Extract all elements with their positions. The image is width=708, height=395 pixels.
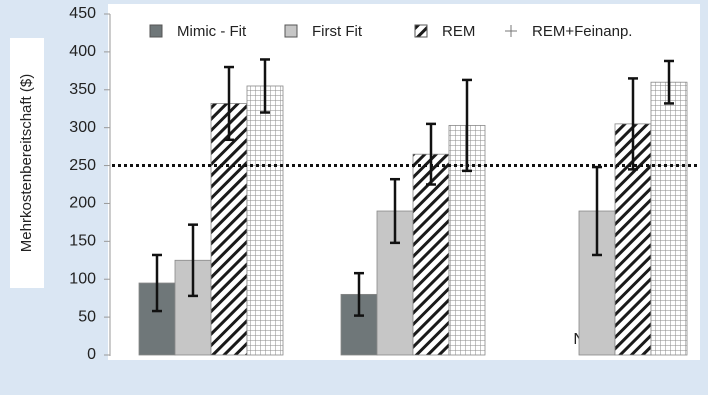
legend-label: Mimic - Fit [177, 23, 247, 40]
bar [412, 153, 450, 356]
legend-swatch-cross [505, 25, 517, 37]
y-tick-label: 100 [69, 270, 96, 287]
legend-label: REM [442, 23, 475, 40]
y-tick-label: 200 [69, 195, 96, 212]
y-tick-label: 0 [87, 346, 96, 363]
legend-swatch [284, 24, 298, 38]
bar [650, 81, 688, 356]
y-tick-label: 150 [69, 233, 96, 250]
y-tick-label: 350 [69, 81, 96, 98]
bar [210, 103, 248, 356]
y-tick-label: 300 [69, 119, 96, 136]
legend-swatch [149, 24, 163, 38]
y-tick-label: 50 [78, 308, 96, 325]
legend-label: First Fit [312, 23, 363, 40]
y-tick-label: 250 [69, 157, 96, 174]
y-label-box [10, 38, 44, 288]
legend-swatch [414, 24, 428, 38]
y-axis-label: Mehrkostenbereitschaft ($) [18, 74, 35, 252]
y-tick-label: 450 [69, 5, 96, 22]
bar [246, 85, 284, 356]
y-tick-label: 400 [69, 43, 96, 60]
legend-label: REM+Feinanp. [532, 23, 632, 40]
